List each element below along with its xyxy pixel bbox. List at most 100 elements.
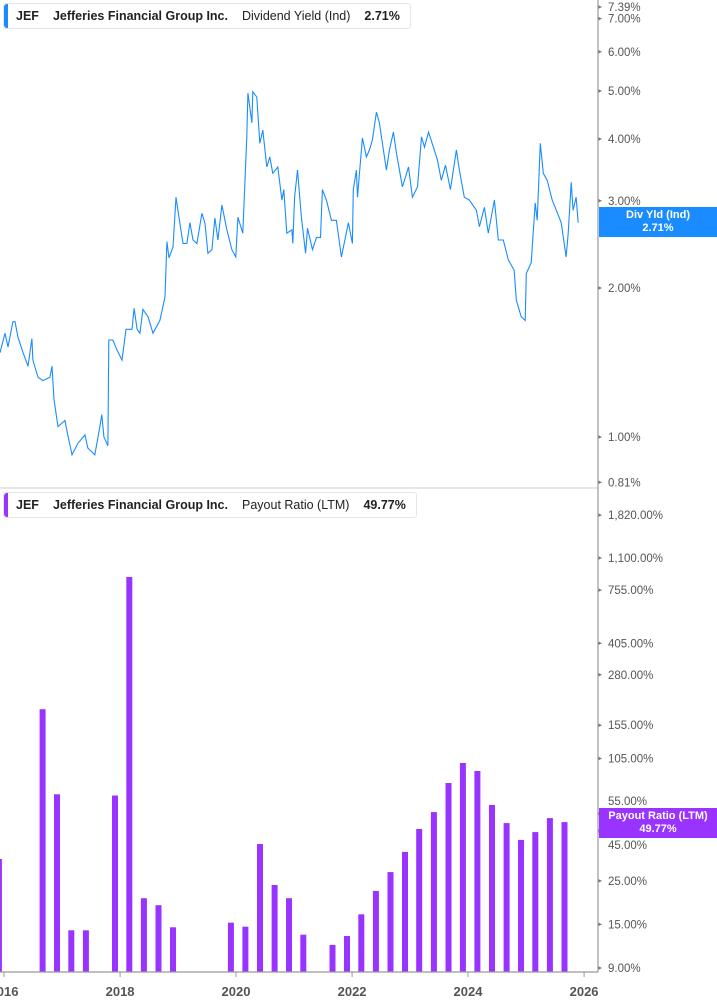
bottom-axis: 1,820.00% 1,100.00% 755.00% 405.00% 280.00% 1…	[598, 510, 663, 975]
badge-label: Div Yld (Ind)	[626, 209, 690, 221]
payout-bar	[140, 898, 147, 972]
payout-ratio-last-value-badge: Payout Ratio (LTM) 49.77%	[599, 808, 717, 838]
y-tick-label: 405.00%	[608, 638, 653, 650]
y-tick-mark	[598, 136, 602, 141]
y-tick-label: 9.00%	[608, 963, 641, 975]
payout-bar	[518, 839, 524, 972]
y-tick-label: 25.00%	[608, 876, 647, 888]
y-tick-label: 7.39%	[608, 2, 641, 14]
payout-bar	[170, 927, 176, 972]
y-tick-mark	[598, 641, 602, 646]
dividend-yield-last-value-badge: Div Yld (Ind) 2.71%	[599, 207, 717, 237]
y-tick-label: 1,820.00%	[608, 510, 663, 522]
payout-bar	[242, 926, 249, 972]
payout-bar	[82, 930, 89, 972]
legend-company: Jefferies Financial Group Inc.	[52, 9, 228, 23]
y-tick-mark	[598, 588, 602, 593]
badge-value: 49.77%	[639, 823, 677, 835]
payout-bars	[0, 577, 568, 972]
payout-bar	[387, 872, 394, 972]
y-tick-mark	[598, 513, 602, 518]
x-tick-label: 2018	[106, 984, 135, 999]
payout-bar	[561, 822, 568, 972]
y-tick-label: 2.00%	[608, 283, 641, 295]
y-tick-label: 45.00%	[608, 840, 647, 852]
y-tick-label: 105.00%	[608, 753, 653, 765]
legend-ticker: JEF	[16, 9, 39, 23]
legend-metric: Payout Ratio (LTM)	[242, 498, 350, 512]
x-tick-label: 2026	[570, 984, 599, 999]
y-tick-label: 55.00%	[608, 796, 647, 808]
y-tick-label: 5.00%	[608, 86, 641, 98]
dividend-yield-line	[0, 90, 579, 457]
y-tick-label: 0.81%	[608, 477, 641, 489]
badge-value: 2.71%	[642, 222, 674, 234]
y-tick-mark	[598, 723, 602, 728]
legend-company: Jefferies Financial Group Inc.	[52, 498, 228, 512]
payout-bar	[286, 898, 292, 972]
y-tick-label: 15.00%	[608, 919, 647, 931]
x-tick-label: 2020	[222, 984, 251, 999]
payout-bar	[54, 794, 60, 972]
payout-bar	[344, 936, 350, 972]
y-tick-mark	[598, 285, 602, 290]
y-tick-label: 280.00%	[608, 670, 653, 682]
y-tick-mark	[598, 922, 602, 927]
legend-metric: Dividend Yield (Ind)	[242, 9, 351, 23]
y-tick-label: 1.00%	[608, 432, 641, 444]
payout-bar	[532, 832, 539, 972]
payout-bar	[300, 934, 307, 972]
y-tick-mark	[598, 556, 602, 561]
payout-bar	[489, 805, 495, 972]
payout-bar	[430, 812, 437, 972]
legend-value: 49.77%	[363, 498, 406, 512]
y-tick-mark	[598, 88, 602, 93]
payout-bar	[112, 795, 118, 972]
payout-bar	[227, 922, 234, 972]
y-tick-mark	[598, 49, 602, 54]
legend-ticker: JEF	[16, 498, 39, 512]
payout-bar	[257, 844, 263, 972]
y-tick-label: 755.00%	[608, 585, 653, 597]
series-color-marker	[4, 493, 8, 517]
y-tick-label: 1,100.00%	[608, 553, 663, 565]
y-tick-mark	[598, 480, 602, 485]
payout-bar	[546, 818, 553, 972]
y-tick-mark	[598, 672, 602, 677]
y-tick-mark	[598, 756, 602, 761]
top-axis: 7.39%7.00% 6.00% 5.00% 4.00% 3.00% 2.00% 1.00%…	[598, 2, 641, 489]
x-tick-label: 2022	[338, 984, 367, 999]
x-tick-label: 2024	[454, 984, 484, 999]
payout-bar	[271, 885, 278, 972]
payout-bar	[39, 709, 46, 972]
y-tick-mark	[598, 435, 602, 439]
y-tick-mark	[598, 198, 602, 203]
dividend-yield-legend[interactable]: JEF Jefferies Financial Group Inc. Divid…	[3, 3, 411, 29]
payout-bar	[155, 905, 162, 972]
payout-bar	[445, 783, 452, 972]
payout-bar	[416, 829, 423, 972]
payout-ratio-legend[interactable]: JEF Jefferies Financial Group Inc. Payou…	[3, 492, 417, 518]
badge-label: Payout Ratio (LTM)	[608, 810, 708, 822]
series-color-marker	[4, 4, 8, 28]
payout-bar	[0, 859, 2, 972]
payout-bar	[503, 823, 510, 972]
y-tick-mark	[598, 878, 602, 883]
y-tick-label: 155.00%	[608, 720, 653, 732]
payout-bar	[329, 944, 336, 972]
payout-bar	[459, 763, 466, 972]
y-tick-mark	[598, 16, 602, 21]
y-tick-label: 7.00%	[608, 14, 641, 26]
y-tick-label: 4.00%	[608, 134, 641, 146]
payout-bar	[68, 930, 75, 972]
payout-bar	[126, 577, 133, 972]
legend-value: 2.71%	[364, 9, 400, 23]
payout-bar	[474, 771, 481, 972]
x-tick-label: 2016	[0, 984, 18, 999]
y-tick-label: 3.00%	[608, 196, 641, 208]
y-tick-label: 6.00%	[608, 47, 641, 59]
x-axis-ticks: 2016 2018 2020 2022 2024 2026	[0, 972, 599, 999]
y-tick-mark	[598, 4, 602, 9]
payout-bar	[358, 914, 365, 972]
